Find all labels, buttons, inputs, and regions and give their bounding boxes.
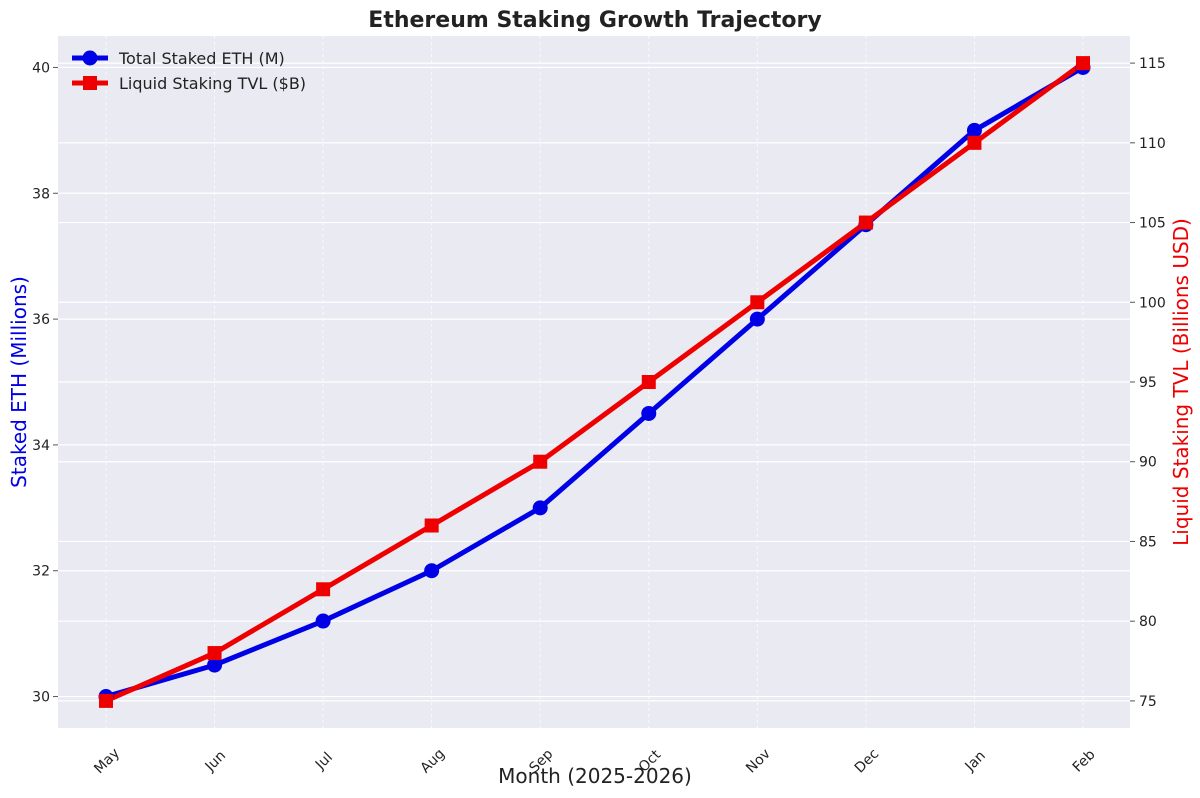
data-point-square xyxy=(316,582,331,597)
chart-title: Ethereum Staking Growth Trajectory xyxy=(368,8,821,33)
x-tick-label: Dec xyxy=(852,746,882,776)
right-y-axis-label: Liquid Staking TVL (Billions USD) xyxy=(1169,218,1193,546)
x-tick-label: Jun xyxy=(202,748,229,775)
data-point-square xyxy=(99,693,113,708)
right-y-tick-label: 115 xyxy=(1139,56,1166,72)
series-line xyxy=(103,60,1086,704)
series-line xyxy=(103,64,1086,700)
data-point-circle xyxy=(641,405,657,421)
legend-label: Liquid Staking TVL ($B) xyxy=(119,74,306,93)
right-y-tick-label: 95 xyxy=(1139,375,1157,391)
right-y-tick-label: 75 xyxy=(1139,694,1157,710)
left-y-tick-label: 30 xyxy=(32,690,50,706)
data-point-square xyxy=(207,646,222,661)
x-tick-label: Nov xyxy=(743,746,774,777)
left-y-tick-label: 32 xyxy=(32,564,50,580)
grid xyxy=(58,36,1130,728)
data-point-square xyxy=(858,215,873,230)
data-point-circle xyxy=(315,613,331,629)
data-point-circle xyxy=(207,657,223,673)
right-y-tick-label: 90 xyxy=(1139,455,1157,471)
data-point-circle xyxy=(966,122,982,138)
data-point-square xyxy=(641,375,656,389)
data-point-square xyxy=(750,295,765,310)
legend-label: Total Staked ETH (M) xyxy=(118,49,285,68)
right-y-tick-label: 80 xyxy=(1139,614,1157,630)
x-tick-label: May xyxy=(91,745,123,777)
x-tick-label: Jan xyxy=(962,748,989,775)
left-y-axis-label: Staked ETH (Millions) xyxy=(7,276,31,488)
x-tick-label: Aug xyxy=(418,746,449,777)
data-point-circle xyxy=(749,311,765,327)
right-y-tick-label: 105 xyxy=(1139,216,1166,232)
data-point-square xyxy=(1076,56,1090,71)
legend-marker-circle xyxy=(82,50,98,66)
data-point-circle xyxy=(424,563,440,579)
legend-marker-square xyxy=(83,76,97,90)
legend: Total Staked ETH (M) Liquid Staking TVL (… xyxy=(72,49,306,93)
data-point-square xyxy=(533,454,548,469)
right-y-tick-label: 100 xyxy=(1139,295,1166,311)
data-point-circle xyxy=(532,500,548,516)
x-tick-label: Jul xyxy=(312,750,336,774)
left-y-tick-label: 40 xyxy=(32,60,50,76)
right-y-tick-label: 85 xyxy=(1139,534,1157,550)
right-y-tick-label: 110 xyxy=(1139,136,1166,152)
left-y-tick-label: 38 xyxy=(32,186,50,202)
data-point-square xyxy=(967,135,982,150)
x-tick-label: Feb xyxy=(1070,747,1099,776)
left-y-tick-label: 34 xyxy=(32,438,50,454)
left-y-tick-label: 36 xyxy=(32,312,50,328)
data-point-square xyxy=(424,518,439,533)
x-axis-label: Month (2025-2026) xyxy=(498,764,692,788)
series-layer xyxy=(98,56,1091,708)
